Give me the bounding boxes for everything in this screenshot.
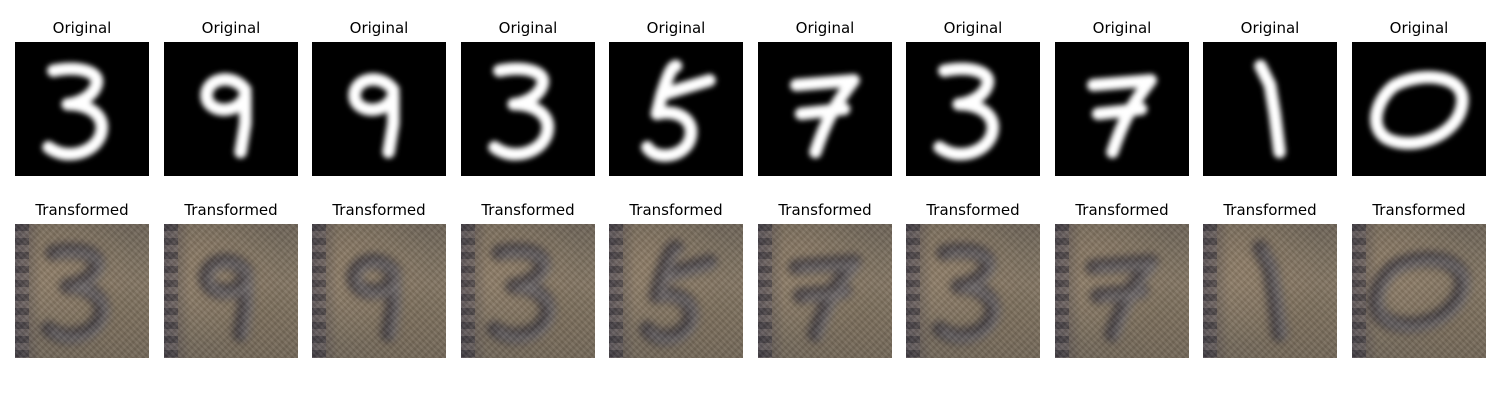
transformed-digit-image — [758, 224, 892, 358]
transformed-title: Transformed — [629, 201, 723, 219]
transformed-digit-image — [609, 224, 743, 358]
transformed-title: Transformed — [1223, 201, 1317, 219]
transformed-digit-image — [312, 224, 446, 358]
original-title: Original — [795, 19, 855, 37]
transformed-title: Transformed — [184, 201, 278, 219]
transformed-digit-image — [1055, 224, 1189, 358]
original-digit-image — [164, 42, 298, 176]
transformed-digit-image — [1203, 224, 1337, 358]
original-digit-image — [758, 42, 892, 176]
transformed-digit-image — [461, 224, 595, 358]
transformed-digit-image — [906, 224, 1040, 358]
original-title: Original — [349, 19, 409, 37]
original-title: Original — [498, 19, 558, 37]
transformed-title: Transformed — [778, 201, 872, 219]
original-title: Original — [1389, 19, 1449, 37]
original-title: Original — [646, 19, 706, 37]
original-title: Original — [52, 19, 112, 37]
original-digit-image — [1352, 42, 1486, 176]
original-digit-image — [906, 42, 1040, 176]
original-digit-image — [1203, 42, 1337, 176]
transformed-title: Transformed — [332, 201, 426, 219]
transformed-digit-image — [1352, 224, 1486, 358]
original-title: Original — [1092, 19, 1152, 37]
transformed-digit-image — [164, 224, 298, 358]
transformed-title: Transformed — [926, 201, 1020, 219]
transformed-digit-image — [15, 224, 149, 358]
transformed-title: Transformed — [1372, 201, 1466, 219]
original-digit-image — [1055, 42, 1189, 176]
original-title: Original — [943, 19, 1003, 37]
transformed-title: Transformed — [35, 201, 129, 219]
original-digit-image — [461, 42, 595, 176]
original-digit-image — [609, 42, 743, 176]
original-digit-image — [15, 42, 149, 176]
transformed-title: Transformed — [481, 201, 575, 219]
original-title: Original — [1240, 19, 1300, 37]
transformed-title: Transformed — [1075, 201, 1169, 219]
original-digit-image — [312, 42, 446, 176]
original-title: Original — [201, 19, 261, 37]
